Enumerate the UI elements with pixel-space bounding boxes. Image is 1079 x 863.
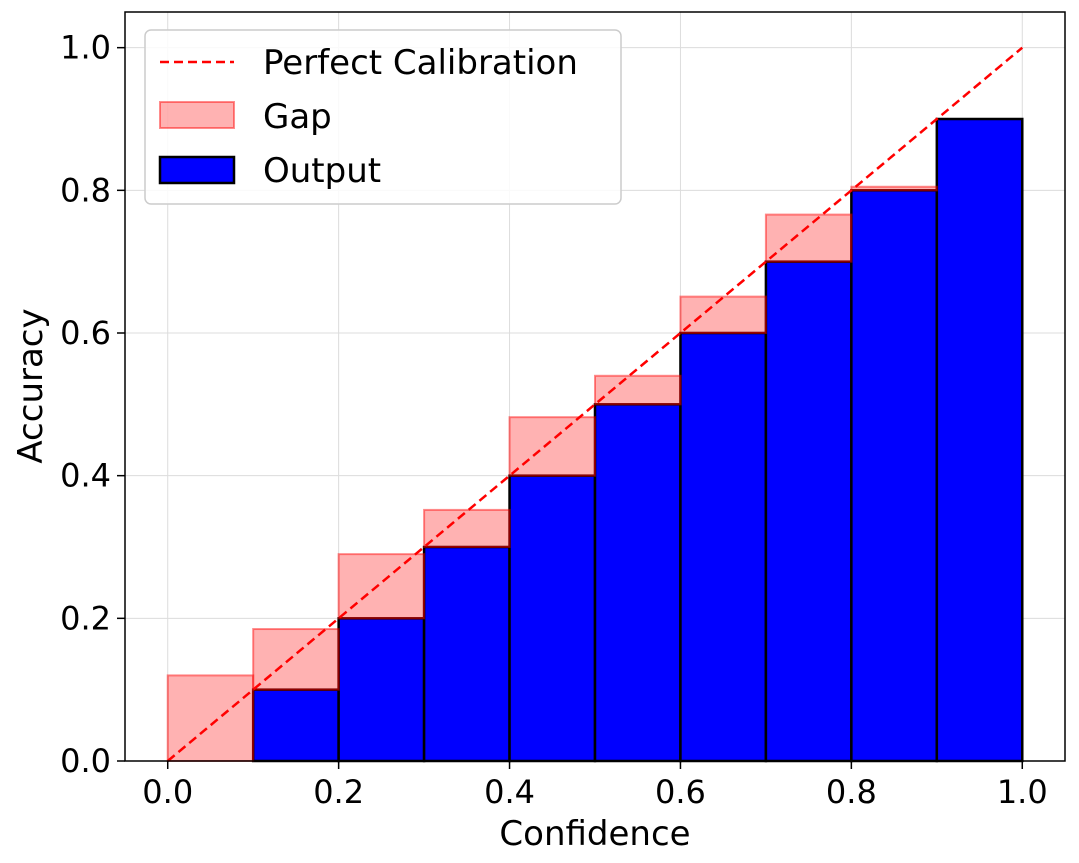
y-tick-label-1: 0.2 bbox=[60, 599, 111, 637]
gap-bar-7 bbox=[764, 213, 853, 263]
x-tick-label-2: 0.4 bbox=[484, 773, 535, 811]
output-bar-4 bbox=[508, 474, 597, 763]
y-axis-label: Accuracy bbox=[11, 308, 51, 463]
legend: Perfect Calibration Gap Output bbox=[144, 29, 622, 205]
output-bar-8 bbox=[850, 189, 939, 763]
output-bar-1 bbox=[251, 688, 340, 763]
legend-label-gap: Gap bbox=[263, 97, 332, 137]
gap-bar-8 bbox=[850, 185, 938, 192]
plot-frame bbox=[124, 11, 1066, 762]
output-bar-3 bbox=[422, 545, 511, 763]
gap-bars bbox=[166, 185, 938, 763]
gap-bar-0 bbox=[166, 674, 255, 763]
legend-swatch-output bbox=[158, 155, 236, 185]
legend-label-output: Output bbox=[263, 151, 381, 191]
x-tick-label-1: 0.2 bbox=[313, 773, 364, 811]
legend-box bbox=[144, 29, 622, 205]
output-bar-5 bbox=[593, 403, 682, 763]
y-tick-label-2: 0.4 bbox=[60, 457, 111, 495]
output-bar-9 bbox=[935, 117, 1024, 763]
diagonal-line-group bbox=[166, 46, 1024, 762]
output-bars bbox=[251, 117, 1024, 763]
gap-bar-4 bbox=[508, 416, 596, 477]
output-bar-2 bbox=[337, 617, 426, 763]
y-tick-label-5: 1.0 bbox=[60, 29, 111, 67]
perfect-calibration-line bbox=[166, 46, 1024, 762]
gap-bar-3 bbox=[423, 508, 511, 549]
output-bar-6 bbox=[679, 331, 768, 763]
gap-bar-6 bbox=[679, 295, 767, 334]
legend-swatch-gap bbox=[159, 101, 235, 129]
x-tick-label-3: 0.6 bbox=[655, 773, 706, 811]
output-bar-7 bbox=[764, 260, 853, 763]
y-tick-label-3: 0.6 bbox=[60, 314, 111, 352]
y-tick-label-0: 0.0 bbox=[60, 742, 111, 780]
x-tick-label-0: 0.0 bbox=[142, 773, 193, 811]
x-tick-label-4: 0.8 bbox=[826, 773, 877, 811]
gap-bar-1 bbox=[252, 628, 340, 691]
x-axis-label: Confidence bbox=[499, 814, 690, 854]
x-tick-label-5: 1.0 bbox=[997, 773, 1048, 811]
y-axis: 0.0 0.2 0.4 0.6 0.8 1.0 bbox=[60, 29, 125, 780]
gap-bar-5 bbox=[594, 374, 682, 406]
y-tick-label-4: 0.8 bbox=[60, 171, 111, 209]
x-axis: 0.0 0.2 0.4 0.6 0.8 1.0 bbox=[142, 761, 1048, 811]
legend-label-perfect-calibration: Perfect Calibration bbox=[263, 43, 578, 83]
